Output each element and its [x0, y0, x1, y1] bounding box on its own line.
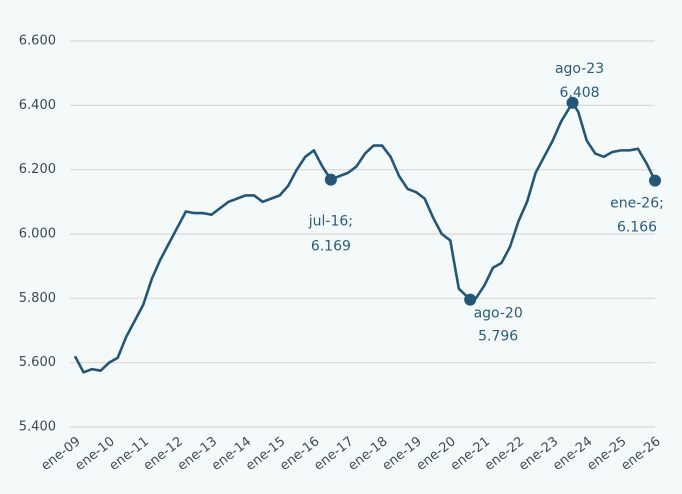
y-tick-label: 5.600: [19, 355, 56, 370]
annotation-marker: [464, 293, 477, 306]
y-tick-label: 5.400: [19, 420, 56, 435]
annotation-label: ago-20: [474, 306, 523, 322]
annotation-marker: [649, 174, 661, 187]
annotation-label: jul-16;: [308, 214, 353, 230]
annotation-value: 6.408: [559, 85, 599, 101]
annotation-marker: [324, 173, 337, 186]
y-tick-label: 6.200: [19, 162, 56, 177]
data-line: [73, 101, 657, 374]
annotation-value: 6.166: [617, 220, 657, 236]
annotation-value: 6.169: [311, 239, 351, 255]
y-tick-label: 5.800: [19, 291, 56, 306]
y-tick-label: 6.000: [19, 227, 56, 242]
annotation-marker: [566, 96, 579, 109]
annotation-label: ago-23: [555, 61, 604, 77]
y-tick-label: 6.600: [19, 34, 56, 49]
annotation-value: 5.796: [478, 329, 518, 345]
annotation-label: ene-26;: [610, 196, 664, 212]
y-tick-label: 6.400: [19, 98, 56, 113]
